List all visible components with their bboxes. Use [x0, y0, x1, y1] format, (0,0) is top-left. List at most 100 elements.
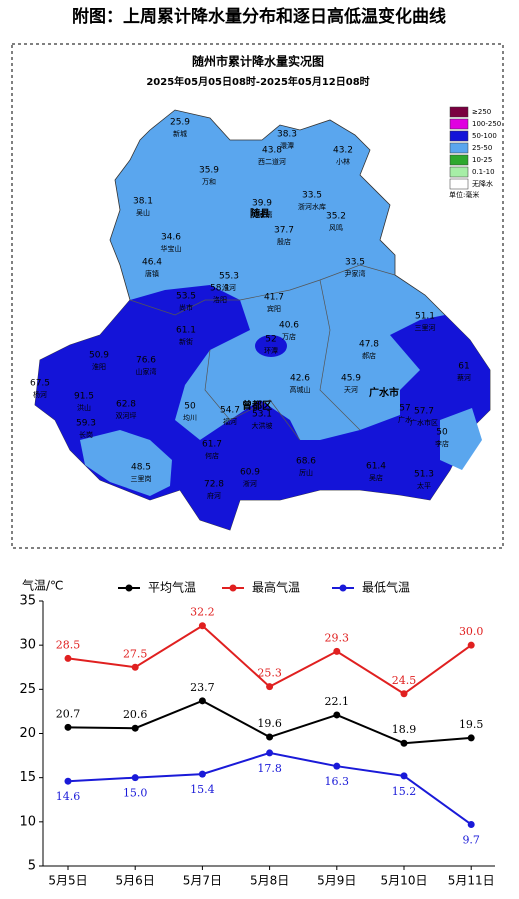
station-value: 46.4 — [142, 258, 162, 268]
value-label: 29.3 — [325, 631, 350, 644]
value-label: 14.6 — [56, 790, 81, 803]
station-name: 山家湾 — [136, 367, 157, 376]
station-name: 宾阳 — [267, 304, 281, 313]
station-value: 59.3 — [76, 419, 96, 429]
station-name: 风鸣 — [329, 223, 343, 232]
point — [400, 739, 408, 747]
station-name: 蔡河 — [457, 373, 471, 382]
point — [266, 733, 274, 741]
boundary — [319, 279, 361, 431]
station-value: 47.8 — [359, 340, 379, 350]
legend-label: 100-250 — [472, 120, 501, 128]
station-value: 67.5 — [30, 379, 50, 389]
legend-label: ≥250 — [472, 108, 491, 116]
station-value: 51.1 — [415, 312, 435, 322]
x-tick-label: 5月7日 — [183, 874, 222, 888]
point — [467, 734, 475, 742]
station-name: 郝店 — [362, 351, 376, 360]
station-name: 小林 — [336, 157, 350, 166]
point — [266, 749, 274, 757]
station-name: 吴山 — [136, 208, 150, 217]
station-name: 何家湾 — [252, 210, 273, 219]
value-label: 15.4 — [190, 783, 215, 796]
point — [64, 723, 72, 731]
station-name: 三里河 — [415, 324, 436, 332]
station-value: 68.6 — [296, 457, 316, 467]
station-value: 61.7 — [202, 440, 222, 450]
point — [64, 777, 72, 785]
x-tick-label: 5月11日 — [448, 874, 495, 888]
station-name: 万和 — [202, 177, 216, 186]
value-label: 19.5 — [459, 718, 484, 731]
legend-label: 最高气温 — [252, 580, 300, 595]
station-name: 厉山 — [299, 468, 313, 477]
station-value: 35.2 — [326, 212, 346, 222]
heavy-area — [255, 335, 287, 357]
point — [467, 641, 475, 649]
map-shapes — [34, 109, 491, 531]
station-value: 61.4 — [366, 462, 386, 472]
x-tick-label: 5月9日 — [317, 874, 356, 888]
legend-marker — [229, 584, 237, 592]
legend-label: 平均气温 — [148, 580, 196, 595]
value-label: 17.8 — [257, 762, 282, 775]
value-label: 15.2 — [392, 785, 417, 798]
region-label: 广水市 — [369, 386, 399, 399]
value-label: 22.1 — [325, 695, 350, 708]
y-tick-label: 35 — [19, 594, 36, 609]
station-value: 61.1 — [176, 326, 196, 336]
value-label: 18.9 — [392, 723, 417, 736]
x-tick-label: 5月8日 — [250, 874, 289, 888]
legend-label: 10-25 — [472, 156, 492, 164]
y-axis-label: 气温/℃ — [22, 578, 64, 593]
station-name: 新城 — [173, 129, 187, 138]
station-value: 50 — [436, 428, 448, 438]
legend-label: 25-50 — [472, 144, 492, 152]
station-value: 58.1 — [210, 284, 230, 294]
point — [467, 820, 475, 828]
station-value: 76.6 — [136, 356, 156, 366]
station-name: 西二道河 — [258, 157, 286, 166]
station-name: 淮河 — [222, 283, 236, 292]
legend-label: 50-100 — [472, 132, 497, 140]
point — [198, 622, 206, 630]
station-value: 43.2 — [333, 146, 353, 156]
station-name: 双河坪 — [116, 412, 137, 420]
boundary — [129, 264, 396, 316]
light-area — [440, 408, 482, 470]
map-subtitle: 2025年05月05日08时-2025年05月12日08时 — [146, 75, 369, 88]
station-name: 尚市 — [179, 303, 193, 312]
legend-label: 无降水 — [472, 179, 493, 188]
station-name: 新街 — [179, 337, 193, 346]
legend-swatch — [449, 154, 469, 166]
station-name: 长岗 — [79, 430, 93, 439]
station-name: 天河 — [344, 386, 358, 394]
station-name: 洪山 — [77, 403, 91, 412]
station-value: 62.8 — [116, 400, 136, 410]
x-tick-label: 5月6日 — [116, 874, 155, 888]
station-name: 唐镇 — [145, 269, 159, 278]
value-label: 16.3 — [325, 775, 350, 788]
value-label: 15.0 — [123, 787, 148, 800]
station-name: 吴店 — [369, 473, 383, 482]
value-label: 27.5 — [123, 647, 148, 660]
legend-swatch — [449, 130, 469, 142]
value-label: 28.5 — [56, 638, 81, 651]
station-value: 25.9 — [170, 118, 190, 128]
station-value: 72.8 — [204, 480, 224, 490]
station-name: 尹家湾 — [345, 269, 366, 278]
value-label: 19.6 — [257, 717, 282, 730]
point — [198, 697, 206, 705]
value-label: 30.0 — [459, 625, 484, 638]
station-value: 48.5 — [131, 463, 151, 473]
station-value: 38.1 — [133, 197, 153, 207]
map-unit: 单位:毫米 — [449, 190, 479, 199]
light-area — [80, 430, 172, 496]
value-label: 23.7 — [190, 681, 215, 694]
station-name: 太平 — [417, 481, 431, 490]
station-value: 51.3 — [414, 470, 434, 480]
station-value: 33.5 — [345, 258, 365, 268]
station-value: 52 — [265, 335, 276, 345]
station-name: 环潭 — [264, 346, 278, 355]
